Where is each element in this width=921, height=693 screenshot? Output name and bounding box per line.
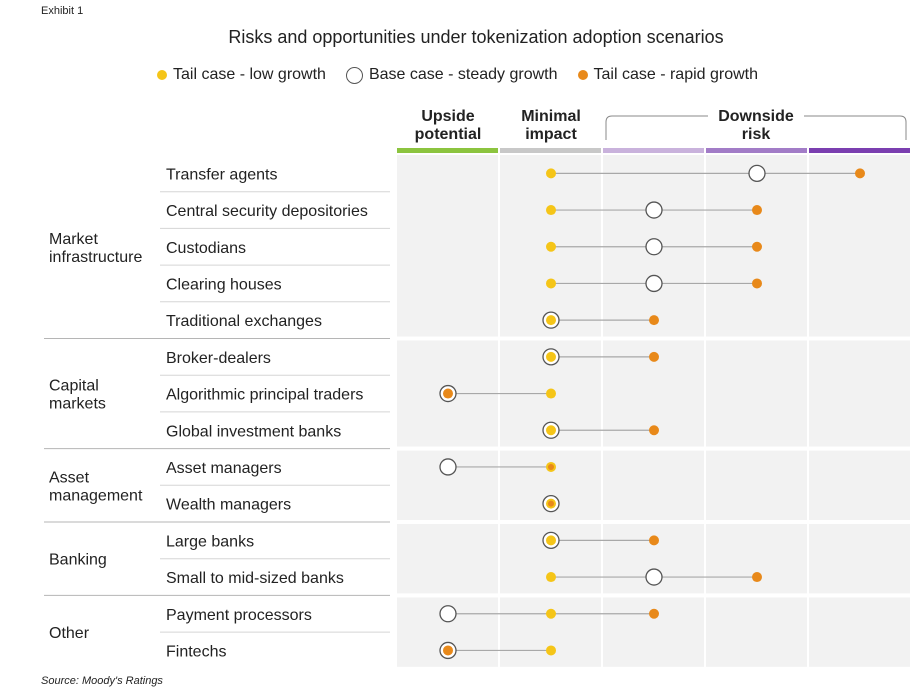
group-background [397,450,910,520]
group-label: infrastructure [49,249,142,266]
rapid-growth-point [443,388,453,399]
group-label: Capital [49,378,99,395]
low-growth-point [546,241,556,252]
low-growth-point [546,535,556,546]
low-growth-point [546,278,556,289]
rapid-growth-point [855,168,865,179]
low-growth-point [546,205,556,216]
legend-item-rapid: Tail case - rapid growth [577,66,759,84]
legend-rapid-dot-icon [577,70,588,80]
legend-base-label: Base case - steady growth [368,66,558,83]
low-growth-point [546,351,556,362]
zone-bar [809,148,910,153]
category-label: Clearing houses [166,276,282,293]
base-case-point [439,605,457,623]
group-label: Asset [49,469,90,486]
low-growth-point [546,645,556,656]
downside-bracket-left [605,115,708,140]
low-growth-point [546,425,556,436]
zone-bar [397,148,498,153]
source-note: Source: Moody's Ratings [41,675,163,687]
legend-low-label: Tail case - low growth [173,66,326,83]
zone-bar [603,148,704,153]
chart-legend: Tail case - low growth Base case - stead… [157,66,778,84]
rapid-growth-point [443,645,453,656]
rapid-growth-point [649,425,659,436]
base-case-point [439,458,457,476]
category-label: Wealth managers [166,497,291,514]
category-label: Large banks [166,533,254,550]
rapid-growth-point [548,500,554,507]
category-label: Algorithmic principal traders [166,387,363,404]
category-label: Global investment banks [166,423,341,440]
downside-bracket-right [804,115,907,140]
rapid-growth-point [649,351,659,362]
rapid-growth-point [649,535,659,546]
group-background [397,597,910,667]
exhibit-label: Exhibit 1 [41,5,84,17]
base-case-point [645,201,663,219]
rapid-growth-point [752,278,762,289]
low-growth-point [546,572,556,583]
category-label: Transfer agents [166,166,277,183]
base-case-point [645,568,663,586]
legend-item-base: Base case - steady growth [345,66,558,84]
low-growth-point [546,608,556,619]
category-label: Payment processors [166,607,312,624]
legend-base-circle-icon [345,66,363,84]
legend-item-low: Tail case - low growth [157,66,326,84]
rapid-growth-point [752,572,762,583]
zone-bar [500,148,601,153]
low-growth-point [546,168,556,179]
rapid-growth-point [752,205,762,216]
zone-label-downside: risk [742,126,771,143]
group-label: Other [49,625,90,642]
zone-label-minimal: Minimal [521,108,581,125]
category-label: Fintechs [166,643,226,660]
low-growth-point [546,388,556,399]
group-label: markets [49,396,106,413]
category-label: Central security depositories [166,203,368,220]
group-label: Banking [49,552,107,569]
rapid-growth-point [548,463,554,470]
group-label: management [49,487,143,504]
category-label: Traditional exchanges [166,313,322,330]
base-case-point [645,274,663,293]
category-label: Asset managers [166,460,282,477]
category-label: Custodians [166,240,246,257]
base-case-point [748,164,766,183]
rapid-growth-point [649,315,659,326]
zone-label-upside: potential [415,126,482,143]
legend-low-dot-icon [157,70,167,80]
category-label: Broker-dealers [166,350,271,367]
low-growth-point [546,315,556,326]
zone-label-upside: Upside [421,108,474,125]
zone-bar [706,148,807,153]
group-label: Market [49,231,98,248]
zone-label-downside: Downside [718,108,794,125]
legend-rapid-label: Tail case - rapid growth [593,66,759,83]
category-label: Small to mid-sized banks [166,570,344,587]
rapid-growth-point [649,608,659,619]
zone-label-minimal: impact [525,126,577,143]
rapid-growth-point [752,241,762,252]
base-case-point [645,238,663,256]
chart-title: Risks and opportunities under tokenizati… [228,27,724,47]
